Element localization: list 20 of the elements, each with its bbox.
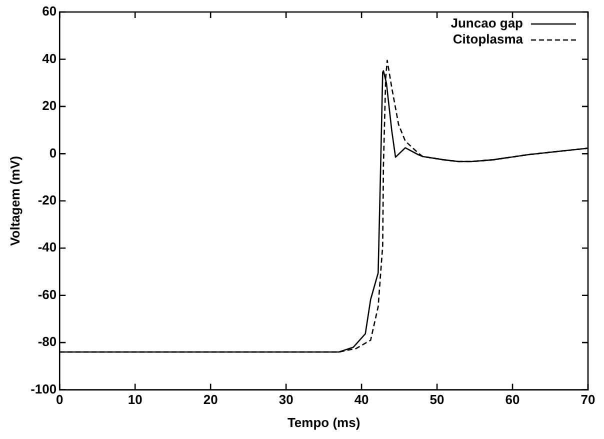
y-tick-label: 0 (49, 145, 57, 160)
y-tick-label: -100 (30, 381, 57, 396)
x-tick-label: 40 (354, 392, 369, 408)
y-axis-title: Voltagem (mV) (7, 156, 22, 246)
y-tick-label: 20 (42, 98, 57, 114)
x-tick-label: 50 (430, 392, 444, 408)
x-tick-label: 60 (505, 392, 520, 408)
y-tick-label: -60 (38, 286, 57, 302)
x-tick-label: 30 (278, 392, 294, 408)
y-tick-label: -80 (38, 334, 57, 350)
y-tick-label: -40 (38, 240, 57, 255)
x-axis-title: Tempo (ms) (287, 414, 360, 430)
legend-label: Juncao gap (450, 16, 524, 31)
x-tick-label: 20 (203, 392, 218, 408)
y-tick-label: 40 (42, 50, 57, 66)
legend-label: Citoplasma (452, 32, 524, 47)
x-tick-label: 10 (128, 392, 142, 408)
y-tick-label: 60 (42, 4, 57, 19)
x-tick-label: 70 (580, 392, 596, 408)
y-tick-label: -20 (38, 192, 57, 208)
